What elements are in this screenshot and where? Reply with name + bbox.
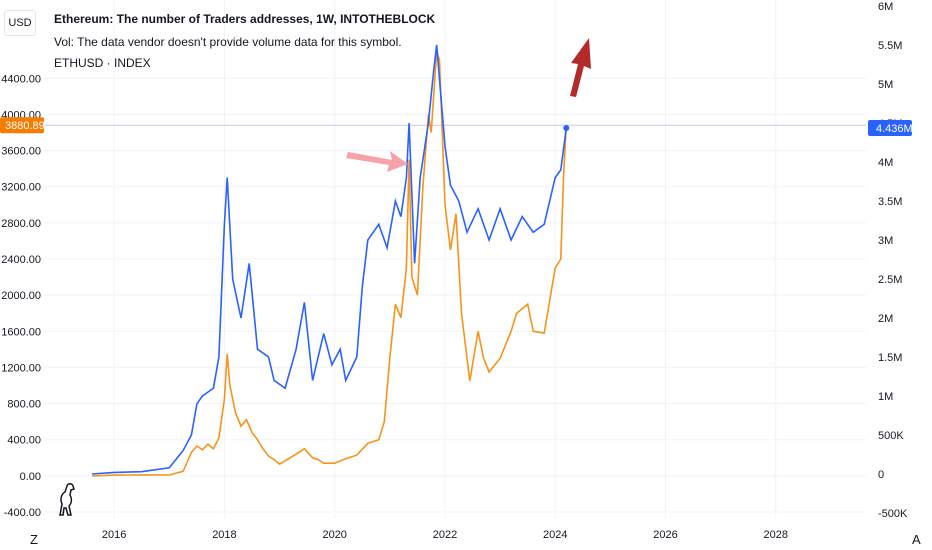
- x-tick-label: 2020: [322, 529, 346, 541]
- left-tick-label: 2800.00: [1, 218, 41, 230]
- x-axis: 2016 2018 2020 2022 2024 2026 2028: [102, 529, 788, 541]
- x-tick-label: 2016: [102, 529, 126, 541]
- x-tick-label: 2018: [212, 529, 236, 541]
- symbol-label: ETHUSD · INDEX: [54, 56, 151, 70]
- pink-arrow-icon: [346, 151, 408, 172]
- chart-title: Ethereum: The number of Traders addresse…: [54, 12, 436, 26]
- right-tick-label: 5.5M: [878, 40, 902, 52]
- right-tick-label: 2M: [878, 313, 893, 325]
- right-tick-label: 500K: [878, 430, 904, 442]
- right-tick-label: 3M: [878, 235, 893, 247]
- right-tick-label: 3.5M: [878, 196, 902, 208]
- traders-last-point: [563, 124, 570, 131]
- left-tick-label: 2400.00: [1, 254, 41, 266]
- right-tick-label: 2.5M: [878, 274, 902, 286]
- left-tick-label: 800.00: [7, 399, 41, 411]
- timezone-button[interactable]: Z: [30, 532, 38, 547]
- red-arrow-icon: [570, 38, 591, 97]
- left-tick-label: 4400.00: [1, 73, 41, 85]
- right-tick-label: 6M: [878, 1, 893, 13]
- left-axis: -400.00 0.00 400.00 800.00 1200.00 1600.00 200…: [1, 73, 41, 519]
- currency-button[interactable]: USD: [4, 10, 36, 36]
- svg-text:3880.89: 3880.89: [5, 120, 45, 132]
- annotation-arrows: [346, 38, 591, 172]
- right-tick-label: 1M: [878, 391, 893, 403]
- tradingview-logo-icon: [56, 482, 78, 521]
- auto-scale-button[interactable]: A: [912, 532, 921, 547]
- right-tick-label: 0: [878, 469, 884, 481]
- x-tick-label: 2028: [764, 529, 788, 541]
- traders-series: [92, 44, 568, 475]
- left-tick-label: -400.00: [4, 507, 41, 519]
- x-tick-label: 2024: [543, 529, 567, 541]
- right-tick-label: 4M: [878, 157, 893, 169]
- grid-lines: [44, 0, 866, 518]
- left-tick-label: 3200.00: [1, 182, 41, 194]
- last-traders-tag: 4.436M: [868, 119, 913, 136]
- svg-text:4.436M: 4.436M: [876, 123, 913, 135]
- last-price-tag: 3880.89: [0, 117, 45, 134]
- left-tick-label: 1600.00: [1, 326, 41, 338]
- x-tick-label: 2022: [433, 529, 457, 541]
- volume-note: Vol: The data vendor doesn't provide vol…: [54, 35, 402, 49]
- left-tick-label: 2000.00: [1, 290, 41, 302]
- x-tick-label: 2026: [653, 529, 677, 541]
- left-tick-label: 1200.00: [1, 362, 41, 374]
- right-tick-label: 1.5M: [878, 352, 902, 364]
- right-tick-label: 5M: [878, 79, 893, 91]
- left-tick-label: 3600.00: [1, 146, 41, 158]
- right-axis: -500K0500K1M1.5M2M2.5M3M3.5M4M4.5M5M5.5M…: [878, 1, 908, 520]
- left-tick-label: 400.00: [7, 435, 41, 447]
- left-tick-label: 0.00: [20, 471, 41, 483]
- right-tick-label: -500K: [878, 508, 908, 520]
- eth-price-series: [92, 50, 568, 477]
